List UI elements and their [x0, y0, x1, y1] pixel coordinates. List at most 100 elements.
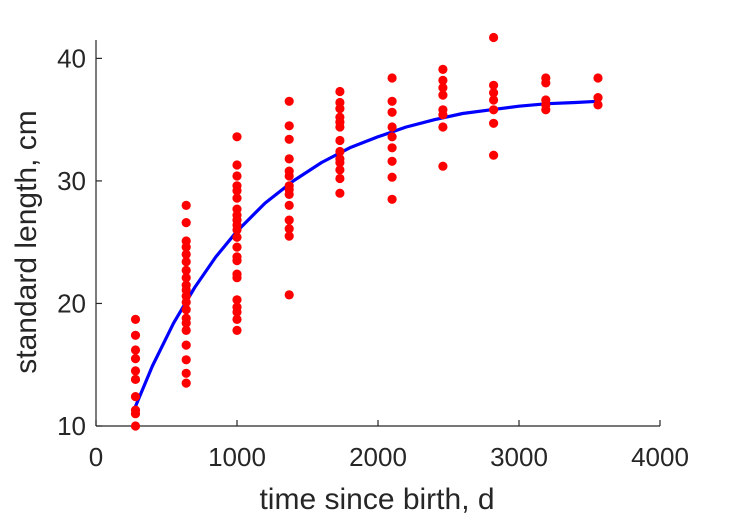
- data-point: [130, 421, 141, 431]
- data-point: [181, 305, 191, 315]
- data-point: [335, 165, 345, 175]
- data-point: [387, 132, 397, 142]
- data-point: [438, 161, 448, 171]
- data-point: [181, 355, 191, 365]
- data-point: [284, 121, 294, 131]
- data-point: [130, 314, 141, 324]
- y-ticks: 10 20 30 40: [57, 43, 102, 441]
- data-point: [232, 242, 242, 252]
- data-point: [489, 32, 499, 43]
- data-point: [130, 345, 141, 355]
- data-point: [489, 95, 499, 105]
- data-point: [335, 86, 345, 97]
- data-point: [387, 73, 397, 83]
- data-point: [181, 325, 191, 335]
- data-point: [181, 242, 191, 252]
- x-tick-label: 0: [89, 442, 103, 472]
- data-point: [438, 110, 448, 120]
- data-point: [387, 156, 397, 166]
- data-point: [181, 273, 191, 283]
- data-point: [130, 354, 141, 364]
- data-point: [232, 186, 242, 196]
- y-tick-label: 10: [57, 411, 86, 441]
- y-axis-title: standard length, cm: [10, 110, 43, 373]
- data-point: [130, 374, 141, 384]
- x-tick-label: 3000: [490, 442, 548, 472]
- data-point: [181, 318, 191, 328]
- data-point: [335, 135, 345, 146]
- data-point: [130, 392, 141, 402]
- data-point: [438, 83, 448, 93]
- data-point: [232, 256, 242, 266]
- data-point: [335, 146, 345, 157]
- data-point: [284, 171, 294, 181]
- data-points: [130, 32, 603, 431]
- x-tick-label: 1000: [208, 442, 266, 472]
- data-point: [593, 93, 603, 103]
- data-point: [232, 314, 242, 324]
- data-point: [181, 340, 191, 350]
- data-point: [284, 231, 294, 241]
- data-point: [284, 189, 294, 199]
- data-point: [387, 172, 397, 182]
- data-point: [181, 257, 191, 267]
- data-point: [387, 143, 397, 153]
- data-point: [438, 64, 448, 74]
- data-point: [232, 160, 242, 170]
- data-point: [181, 297, 191, 307]
- data-point: [593, 100, 603, 110]
- data-point: [335, 188, 345, 198]
- data-point: [335, 104, 345, 114]
- data-point: [284, 154, 294, 164]
- data-point: [489, 118, 499, 128]
- data-point: [387, 122, 397, 132]
- data-point: [541, 78, 551, 88]
- data-point: [232, 132, 242, 142]
- data-point: [284, 290, 294, 300]
- y-tick-label: 20: [57, 288, 86, 318]
- fit-curve: [133, 99, 600, 408]
- data-point: [181, 200, 191, 210]
- data-point: [181, 265, 191, 275]
- data-point: [232, 225, 242, 235]
- data-point: [232, 232, 242, 242]
- x-axis-title: time since birth, d: [259, 483, 494, 516]
- data-point: [541, 105, 551, 115]
- data-point: [130, 366, 141, 376]
- data-point: [232, 193, 242, 203]
- data-point: [232, 171, 242, 181]
- data-point: [232, 273, 242, 283]
- data-point: [181, 368, 191, 378]
- data-point: [284, 215, 294, 225]
- data-point: [181, 249, 191, 259]
- data-point: [284, 134, 294, 144]
- data-point: [593, 73, 603, 83]
- data-point: [387, 107, 397, 117]
- data-point: [489, 88, 499, 98]
- x-tick-label: 4000: [631, 442, 689, 472]
- data-point: [232, 295, 242, 305]
- data-point: [284, 224, 294, 234]
- data-point: [335, 157, 345, 168]
- data-point: [489, 105, 499, 115]
- data-point: [284, 200, 294, 210]
- plot-area: 0 1000 2000 3000 4000 10 20 30 40: [57, 32, 689, 472]
- data-point: [284, 96, 294, 106]
- data-point: [438, 122, 448, 132]
- data-point: [130, 409, 141, 419]
- data-point: [387, 96, 397, 106]
- data-point: [232, 325, 242, 335]
- data-point: [181, 378, 191, 388]
- data-point: [489, 80, 499, 90]
- data-point: [438, 90, 448, 100]
- x-ticks: 0 1000 2000 3000 4000: [89, 420, 689, 472]
- data-point: [387, 194, 397, 204]
- data-point: [181, 218, 191, 228]
- data-point: [335, 173, 345, 184]
- data-point: [335, 122, 345, 132]
- data-point: [130, 330, 141, 340]
- data-point: [489, 150, 499, 160]
- x-tick-label: 2000: [349, 442, 407, 472]
- y-tick-label: 30: [57, 166, 86, 196]
